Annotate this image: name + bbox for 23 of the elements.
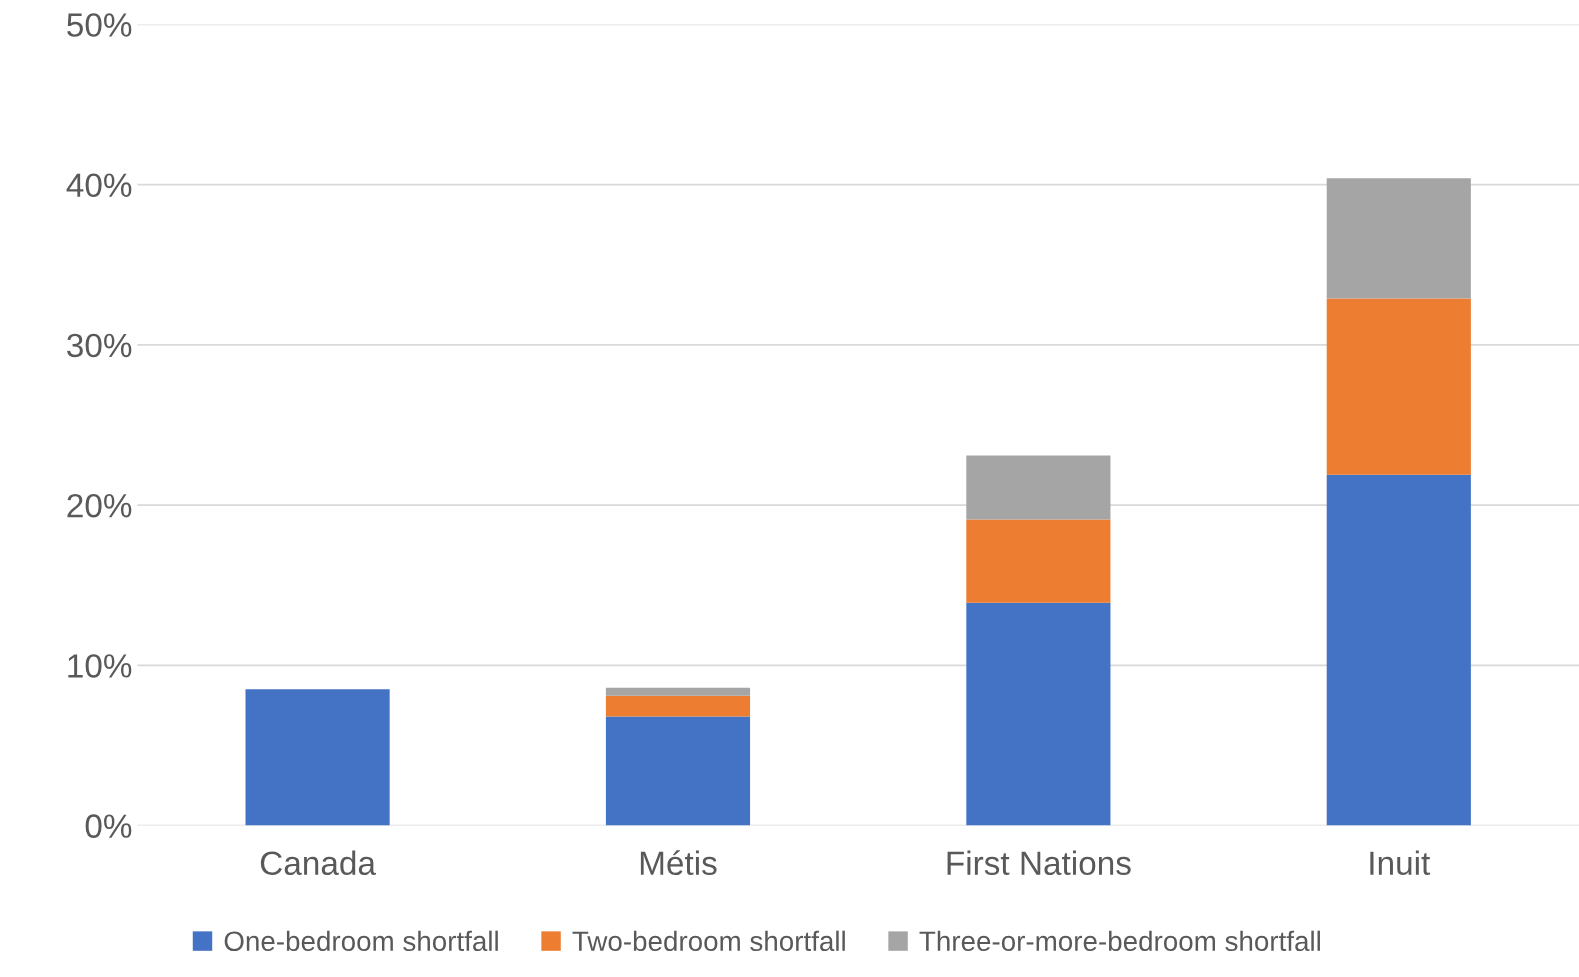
- y-tick-label: 30%: [67, 333, 132, 358]
- x-tick-label: Canada: [260, 850, 376, 876]
- legend-label: Three-or-more-bedroom shortfall: [919, 930, 1320, 952]
- bar: [1326, 298, 1471, 475]
- bar: [966, 519, 1111, 603]
- x-tick-label: Inuit: [1370, 850, 1431, 876]
- y-tick-label: 50%: [67, 13, 132, 37]
- legend-label: Two-bedroom shortfall: [572, 930, 845, 952]
- legend-label: One-bedroom shortfall: [224, 930, 498, 952]
- bar: [966, 455, 1111, 520]
- bar: [1326, 474, 1471, 826]
- bar: [605, 695, 751, 717]
- bar: [605, 716, 751, 826]
- x-tick-label: First Nations: [947, 850, 1131, 876]
- bar: [966, 602, 1111, 826]
- y-tick-label: 40%: [66, 173, 132, 198]
- y-tick-label: 20%: [67, 493, 132, 518]
- y-tick-label: 10%: [68, 654, 132, 678]
- y-tick-label: 0%: [85, 814, 132, 838]
- bar: [1326, 178, 1471, 299]
- bar: [245, 689, 390, 826]
- bar: [605, 687, 751, 696]
- x-tick-label: Métis: [640, 850, 717, 876]
